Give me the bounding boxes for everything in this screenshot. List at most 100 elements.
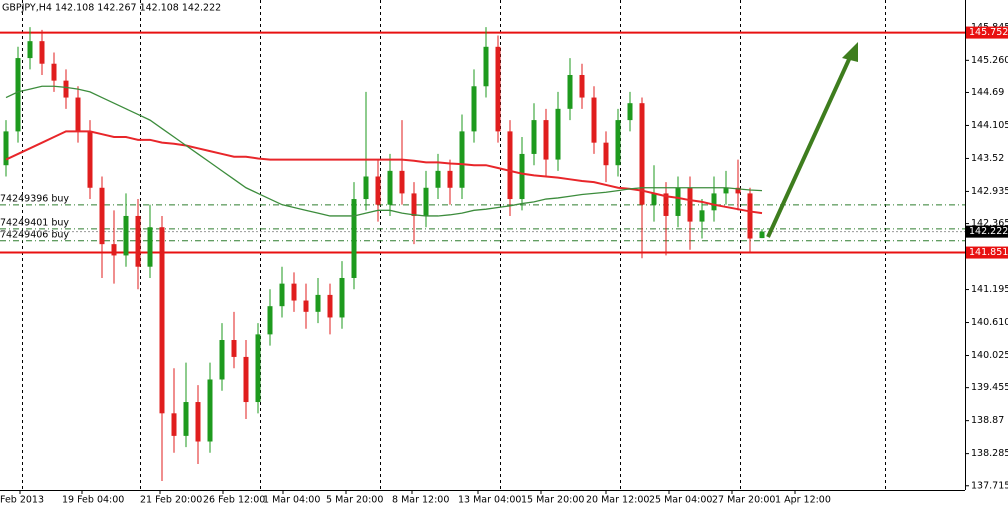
candle-body bbox=[531, 120, 537, 154]
x-tick-label: 13 Mar 04:00 bbox=[458, 495, 521, 506]
candle-body bbox=[171, 413, 177, 436]
candle-body bbox=[363, 176, 369, 200]
candle-body bbox=[123, 215, 129, 256]
candle-body bbox=[267, 306, 273, 335]
x-tick-label: 27 Mar 20:00 bbox=[712, 495, 775, 506]
order-label: 74249396 buy bbox=[0, 193, 69, 204]
candle-body bbox=[387, 170, 393, 205]
candle-body bbox=[759, 231, 765, 239]
candle-body bbox=[375, 176, 381, 205]
candle-body bbox=[183, 402, 189, 436]
candle-body bbox=[219, 340, 225, 380]
candle-body bbox=[291, 283, 297, 301]
candle-body bbox=[15, 58, 21, 132]
candle-body bbox=[351, 199, 357, 278]
candle-body bbox=[87, 131, 93, 188]
candle-body bbox=[339, 277, 345, 318]
x-tick-label: 19 Feb 04:00 bbox=[62, 495, 124, 506]
candle-body bbox=[603, 142, 609, 166]
candle-body bbox=[111, 244, 117, 256]
candle-body bbox=[663, 193, 669, 216]
candle-body bbox=[591, 97, 597, 143]
candle-body bbox=[51, 63, 57, 81]
candle-body bbox=[159, 227, 165, 414]
x-tick-label: 20 Mar 12:00 bbox=[586, 495, 649, 506]
candle-body bbox=[399, 170, 405, 194]
candle-body bbox=[687, 187, 693, 222]
level-price-label: 141.851 bbox=[969, 247, 1008, 258]
candle-body bbox=[327, 294, 333, 318]
x-tick-label: 5 Mar 20:00 bbox=[326, 495, 383, 506]
candle-body bbox=[243, 356, 249, 403]
candle-body bbox=[255, 334, 261, 403]
y-tick-label: 138.285 bbox=[971, 448, 1008, 459]
x-tick-label: 26 Feb 12:00 bbox=[203, 495, 265, 506]
candle-body bbox=[735, 187, 741, 194]
y-tick-label: 138.87 bbox=[971, 415, 1004, 426]
candle-body bbox=[39, 41, 45, 64]
candle-body bbox=[147, 227, 153, 267]
level-price-box bbox=[966, 246, 1008, 259]
level-price-label: 145.752 bbox=[969, 27, 1008, 38]
candle-body bbox=[459, 131, 465, 188]
candle-body bbox=[3, 131, 9, 166]
candle-body bbox=[411, 193, 417, 216]
order-label: 74249406 buy bbox=[0, 229, 69, 240]
candle-body bbox=[699, 210, 705, 222]
candle-body bbox=[615, 120, 621, 166]
candle-body bbox=[543, 120, 549, 160]
candle-body bbox=[303, 300, 309, 312]
candle-body bbox=[63, 80, 69, 98]
candle-body bbox=[567, 74, 573, 109]
trend-arrow bbox=[766, 54, 853, 238]
candle-body bbox=[519, 153, 525, 200]
candle-body bbox=[639, 103, 645, 205]
candle-body bbox=[651, 193, 657, 205]
moving-average bbox=[5, 130, 763, 215]
candle-body bbox=[495, 46, 501, 132]
candle-body bbox=[231, 340, 237, 357]
candle-body bbox=[723, 187, 729, 194]
candle-body bbox=[483, 46, 489, 87]
y-tick-label: 139.455 bbox=[971, 382, 1008, 393]
order-label: 74249401 buy bbox=[0, 217, 69, 228]
trend-arrow-head bbox=[842, 42, 858, 62]
level-price-box bbox=[966, 26, 1008, 39]
y-tick-label: 137.715 bbox=[971, 480, 1008, 491]
y-tick-label: 141.195 bbox=[971, 284, 1008, 295]
candle-body bbox=[75, 97, 81, 132]
y-tick-label: 143.52 bbox=[971, 153, 1004, 164]
current-price-label: 142.222 bbox=[969, 226, 1008, 237]
x-tick-label: 25 Mar 04:00 bbox=[649, 495, 712, 506]
candle-body bbox=[99, 187, 105, 245]
candle-body bbox=[315, 294, 321, 312]
candle-body bbox=[747, 193, 753, 239]
moving-average bbox=[5, 85, 763, 217]
y-tick-label: 142.365 bbox=[971, 218, 1008, 229]
candle-body bbox=[579, 74, 585, 98]
y-tick-label: 142.935 bbox=[971, 186, 1008, 197]
x-tick-label: 15 Mar 20:00 bbox=[521, 495, 584, 506]
y-tick-label: 144.69 bbox=[971, 87, 1004, 98]
candle-body bbox=[447, 170, 453, 188]
y-tick-label: 140.610 bbox=[971, 317, 1008, 328]
candle-body bbox=[423, 187, 429, 216]
candle-body bbox=[195, 402, 201, 442]
y-tick-label: 145.260 bbox=[971, 55, 1008, 66]
x-tick-label: 8 Mar 12:00 bbox=[392, 495, 449, 506]
x-tick-label: 1 Mar 04:00 bbox=[263, 495, 320, 506]
x-tick-label: 21 Feb 20:00 bbox=[140, 495, 202, 506]
candle-body bbox=[207, 379, 213, 442]
x-tick-label: 1 Apr 12:00 bbox=[775, 495, 831, 506]
candle-body bbox=[627, 103, 633, 121]
candle-body bbox=[135, 215, 141, 267]
candle-body bbox=[27, 41, 33, 59]
chart-title: GBPJPY,H4 142.108 142.267 142.108 142.22… bbox=[2, 3, 221, 14]
current-price-box bbox=[966, 225, 1008, 238]
candle-body bbox=[675, 187, 681, 216]
x-tick-label: Feb 2013 bbox=[0, 495, 44, 506]
candle-body bbox=[435, 170, 441, 188]
candle-body bbox=[555, 108, 561, 160]
candle-body bbox=[471, 86, 477, 132]
